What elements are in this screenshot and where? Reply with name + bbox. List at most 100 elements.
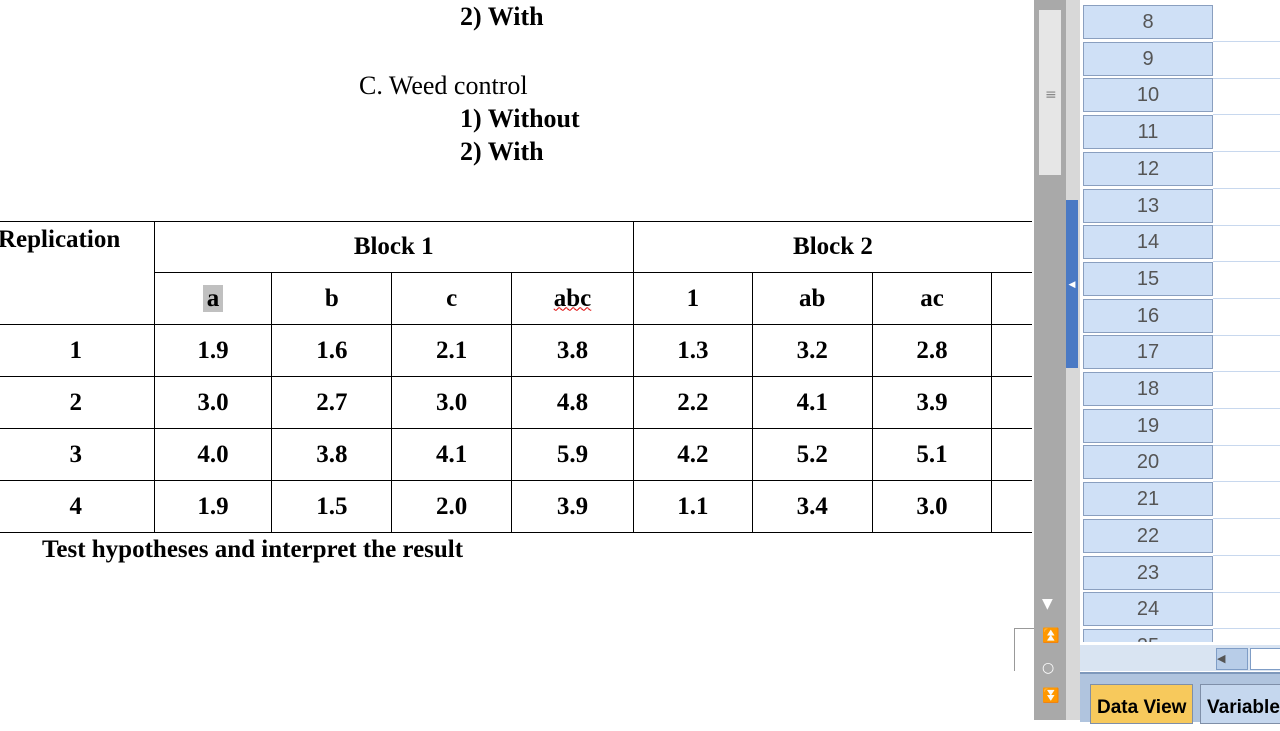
next-page-icon[interactable]: ⏬ [1042,688,1060,704]
value-cell: 3.2 [751,324,873,377]
row-header[interactable]: 13 [1083,188,1213,223]
data-cell[interactable] [1213,78,1280,116]
data-cell[interactable] [1213,519,1280,556]
row-header[interactable]: 16 [1083,298,1213,333]
block-header: Block 2 [632,221,1032,273]
data-cell[interactable] [1213,592,1280,630]
value-cell: 2.0 [391,480,513,533]
row-header[interactable]: 19 [1083,408,1213,443]
value-cell: 4.0 [153,428,273,481]
row-header[interactable]: 20 [1083,445,1213,480]
data-cell[interactable] [1213,299,1280,336]
value-cell: 5.1 [871,428,993,481]
window-splitter[interactable]: ◀ [1066,0,1080,720]
replication-cell: 4 [0,480,155,533]
value-cell: 2.7 [271,376,393,429]
treatment-header: c [391,272,513,325]
instruction-text: Test hypotheses and interpret the result [42,536,464,563]
tab-variable-view[interactable]: Variable View [1200,684,1280,724]
scroll-left-icon[interactable]: ◀ [1216,648,1248,670]
value-cell: 3.0 [871,480,993,533]
treatment-label: a [202,284,224,312]
row-header[interactable]: 8 [1083,5,1213,39]
row-header[interactable]: 9 [1083,41,1213,76]
row-header[interactable]: 10 [1083,78,1213,113]
treatment-label: abc [553,284,592,312]
data-cell[interactable] [1213,152,1280,189]
treatment-header: ac [871,272,993,325]
treatment-label: 1 [686,284,700,312]
value-cell: 4.1 [751,376,873,429]
doc-line: 2) With [460,2,544,31]
value-cell: 4.8 [511,376,634,429]
data-cell[interactable] [1213,225,1280,263]
previous-page-icon[interactable]: ⏫ [1042,628,1060,644]
value-cell: 1.1 [632,480,753,533]
view-tabs: Data View Variable View [1080,672,1280,724]
data-cell[interactable] [1213,42,1280,79]
treatment-label: ab [799,284,826,312]
word-document[interactable]: 2) With C. Weed control 1) Without 2) Wi… [0,0,1034,720]
treatment-label: b [324,284,339,312]
data-cell[interactable] [1213,5,1280,42]
value-cell: 5.9 [511,428,634,481]
row-header[interactable]: 14 [1083,225,1213,260]
text-cursor-box [1014,628,1034,671]
vertical-scrollbar[interactable]: ≡ ▼ ⏫ ○ ⏬ [1034,0,1066,720]
tab-data-view[interactable]: Data View [1090,684,1194,724]
table-row: 3 4.0 3.8 4.1 5.9 4.2 5.2 5.1 [0,428,1032,481]
value-cell: 2.1 [391,324,513,377]
value-cell: 3.9 [871,376,993,429]
value-cell: 2.8 [871,324,993,377]
value-cell [991,480,1032,533]
data-cell[interactable] [1213,409,1280,446]
row-header[interactable]: 17 [1083,335,1213,370]
data-cell[interactable] [1213,115,1280,153]
treatment-header: a [153,272,273,325]
row-header[interactable]: 11 [1083,115,1213,150]
data-cell[interactable] [1213,189,1280,226]
replication-cell: 3 [0,428,155,481]
scroll-track[interactable] [1250,648,1280,670]
row-header[interactable]: 22 [1083,518,1213,553]
value-cell: 2.2 [632,376,753,429]
data-table: Replication Block 1 Block 2 a b c abc 1 ab ac … [0,221,1032,533]
scroll-thumb[interactable]: ≡ [1039,10,1061,175]
value-cell [991,428,1032,481]
value-cell: 3.4 [751,480,873,533]
data-cell[interactable] [1213,335,1280,373]
block-header: Block 1 [153,221,634,273]
value-cell: 1.9 [153,324,273,377]
replication-cell: 2 [0,376,155,429]
row-header[interactable]: 15 [1083,261,1213,296]
value-cell [991,324,1032,377]
table-row: 2 3.0 2.7 3.0 4.8 2.2 4.1 3.9 [0,376,1032,429]
row-header[interactable]: 25 [1083,628,1213,642]
data-cell[interactable] [1213,262,1280,299]
treatment-label: c [446,284,458,312]
doc-heading-weed-control: C. Weed control [359,71,528,100]
value-cell: 1.6 [271,324,393,377]
row-header[interactable]: 23 [1083,555,1213,590]
value-cell: 1.9 [153,480,273,533]
browse-object-icon[interactable]: ○ [1042,660,1055,676]
grip-icon: ≡ [1045,87,1057,103]
spss-data-editor: 8910111213141516171819202122232425 ◀ Dat… [1080,0,1280,724]
row-header[interactable]: 18 [1083,372,1213,406]
collapse-arrow-icon[interactable]: ◀ [1066,200,1078,368]
data-cell[interactable] [1213,556,1280,593]
data-cell[interactable] [1213,482,1280,520]
row-header[interactable]: 12 [1083,151,1213,186]
row-header[interactable]: 24 [1083,592,1213,627]
data-cell[interactable] [1213,372,1280,409]
scroll-down-icon[interactable]: ▼ [1042,596,1053,612]
horizontal-scrollbar[interactable]: ◀ [1080,645,1280,671]
table-row: 4 1.9 1.5 2.0 3.9 1.1 3.4 3.0 [0,480,1032,533]
doc-line: 1) Without [460,104,580,133]
treatment-header: b [271,272,393,325]
row-header[interactable]: 21 [1083,482,1213,517]
value-cell: 4.2 [632,428,753,481]
data-cell[interactable] [1213,445,1280,483]
value-cell: 4.1 [391,428,513,481]
replication-header: Replication [0,221,155,325]
